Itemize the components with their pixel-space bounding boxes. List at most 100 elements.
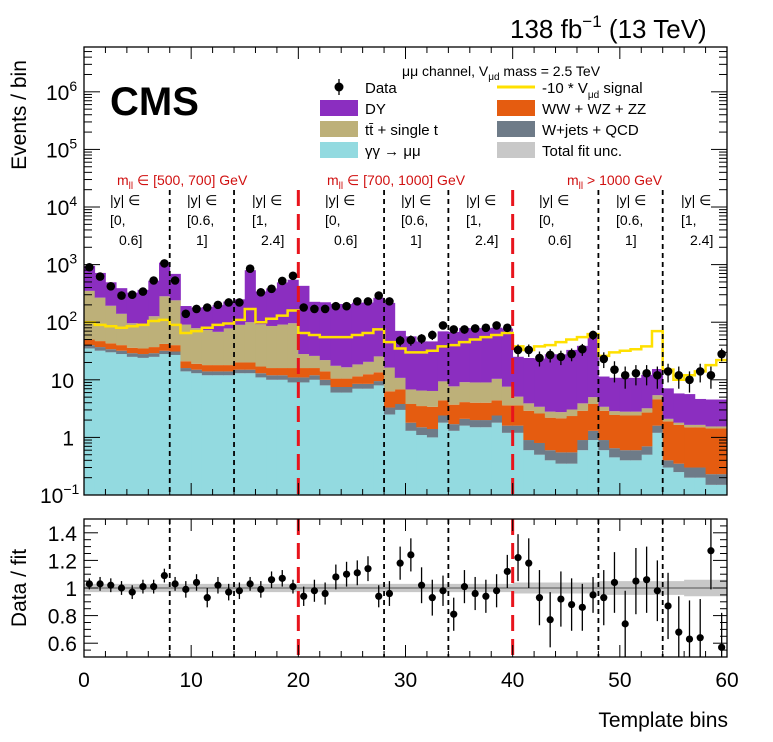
stack-bar-1-32 <box>426 428 439 438</box>
stack-bar-1-56 <box>684 467 696 478</box>
stack-bar-1-23 <box>330 387 342 393</box>
stack-bar-2-17 <box>266 368 278 376</box>
stack-bar-4-25 <box>351 302 364 365</box>
stack-bar-0-29 <box>394 409 406 495</box>
stack-bar-0-44 <box>555 463 567 495</box>
rapidity-label-0-0-b: [0, <box>110 212 126 228</box>
rapidity-label-1-2-b: [1, <box>466 212 482 228</box>
stack-bar-4-1 <box>94 272 106 298</box>
ratio-point-16 <box>257 585 265 593</box>
stack-bar-2-54 <box>662 421 674 461</box>
data-point-12 <box>213 300 223 310</box>
stack-bar-0-52 <box>641 454 653 495</box>
data-point-18 <box>277 276 287 286</box>
stack-bar-2-46 <box>576 410 589 441</box>
stack-bar-1-17 <box>266 375 278 380</box>
stack-bar-1-30 <box>405 422 417 431</box>
stack-bar-3-46 <box>576 403 589 411</box>
stack-bar-0-3 <box>116 354 128 495</box>
legend-label-5: W+jets + QCD <box>542 122 639 139</box>
stack-bar-0-36 <box>469 427 481 495</box>
stack-bar-0-48 <box>598 450 610 495</box>
stack-bar-1-0 <box>84 345 96 349</box>
x-axis-title: Template bins <box>598 709 728 732</box>
stack-bar-4-52 <box>641 374 653 409</box>
stack-bar-3-12 <box>212 331 224 366</box>
mass-range-label-0: mll ∈ [500, 700] GeV <box>117 172 248 192</box>
rapidity-label-1-2-c: 2.4] <box>475 232 498 248</box>
stack-bar-4-42 <box>534 358 546 407</box>
stack-bar-2-59 <box>716 428 728 475</box>
stack-bar-0-45 <box>566 463 578 495</box>
stack-bar-3-49 <box>609 411 621 415</box>
rapidity-label-0-0-a: |y| ∈ <box>110 192 140 208</box>
top-ytick-label-3: 102 <box>46 308 77 335</box>
legend-swatch-3 <box>497 100 535 116</box>
stack-bar-1-58 <box>705 474 717 485</box>
data-point-9 <box>181 309 191 319</box>
stack-bar-0-6 <box>148 356 160 495</box>
stack-bar-2-38 <box>491 400 503 416</box>
stack-bar-4-39 <box>501 328 514 387</box>
stack-bar-1-27 <box>373 381 385 386</box>
stack-bar-3-42 <box>534 406 546 414</box>
stack-bar-1-9 <box>180 368 192 372</box>
data-point-10 <box>192 304 201 314</box>
stack-bar-2-6 <box>148 347 160 354</box>
legend-label-2: DY <box>365 101 386 118</box>
data-point-36 <box>470 324 480 333</box>
stack-bar-4-34 <box>448 331 460 387</box>
stack-bar-2-33 <box>437 400 449 416</box>
stack-bar-1-15 <box>244 369 256 374</box>
stack-bar-1-22 <box>319 379 331 386</box>
rapidity-label-2-1-a: |y| ∈ <box>616 192 646 208</box>
stack-bar-2-8 <box>169 345 181 352</box>
bottom-ytick-label-3: 1.2 <box>48 550 77 573</box>
mass-range-label-1: mll ∈ [700, 1000] GeV <box>327 172 466 192</box>
ratio-point-44 <box>557 595 565 603</box>
stack-bar-0-8 <box>169 354 181 495</box>
rapidity-label-2-0-b: [0, <box>539 212 555 228</box>
stack-bar-2-42 <box>534 413 546 443</box>
data-point-49 <box>610 365 619 374</box>
top-ytick-label-0: 10−1 <box>40 481 80 508</box>
ratio-point-12 <box>214 581 222 589</box>
ratio-point-14 <box>235 587 243 595</box>
data-point-2 <box>106 282 116 291</box>
legend-marker <box>334 82 344 92</box>
stack-bar-1-2 <box>105 349 117 353</box>
stack-bar-3-11 <box>201 330 213 366</box>
stack-bar-0-10 <box>191 373 203 495</box>
stack-bar-2-51 <box>630 415 642 451</box>
stack-bar-2-26 <box>362 374 374 384</box>
xtick-label-6: 60 <box>715 669 738 692</box>
ratio-point-50 <box>621 620 629 628</box>
stack-bar-4-38 <box>491 327 503 379</box>
stack-bar-4-4 <box>126 292 138 324</box>
stack-bar-2-14 <box>234 362 246 370</box>
stack-bar-2-27 <box>373 372 385 382</box>
stack-bar-4-33 <box>437 331 449 382</box>
data-point-1 <box>95 272 105 281</box>
rapidity-label-0-2-a: |y| ∈ <box>252 192 282 208</box>
data-point-33 <box>438 321 448 330</box>
stack-bar-3-37 <box>480 382 492 403</box>
stack-bar-2-57 <box>694 427 706 468</box>
stack-bar-1-49 <box>609 448 621 458</box>
stack-bar-2-53 <box>651 399 664 426</box>
experiment-label: CMS <box>110 80 199 124</box>
ratio-point-46 <box>578 603 586 611</box>
legend-swatch-4 <box>320 121 358 137</box>
xtick-label-1: 10 <box>179 669 202 692</box>
ratio-point-19 <box>289 583 297 591</box>
region-labels: mll ∈ [500, 700] GeV|y| ∈[0,0.6]|y| ∈[0.… <box>110 172 713 248</box>
ratio-points <box>85 519 726 657</box>
data-point-57 <box>695 367 705 376</box>
stack-bar-2-23 <box>330 378 342 388</box>
data-point-43 <box>545 350 555 360</box>
stack-bar-1-24 <box>341 387 353 393</box>
stack-bar-2-29 <box>394 389 406 405</box>
stack-bar-4-24 <box>341 304 353 368</box>
stack-bar-0-38 <box>491 422 503 495</box>
stack-bar-0-15 <box>244 373 256 495</box>
